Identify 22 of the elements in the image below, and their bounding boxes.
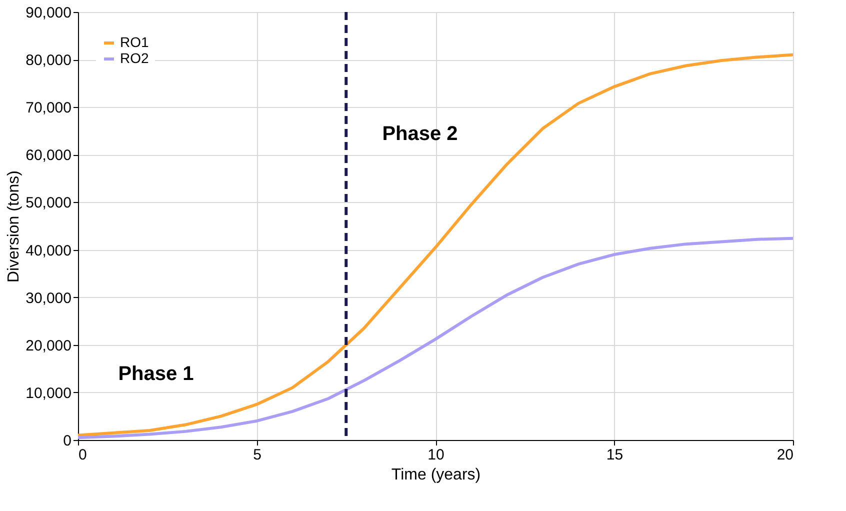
annotation: Phase 1: [118, 363, 194, 385]
y-tick-label: 10,000: [26, 384, 72, 402]
annotation: Phase 2: [382, 123, 458, 145]
x-tick-label: 5: [253, 446, 262, 464]
y-tick-label: 20,000: [26, 337, 72, 354]
y-tick-label: 90,000: [26, 4, 72, 22]
legend-label: RO2: [120, 50, 149, 66]
x-tick-label: 0: [78, 446, 87, 464]
line-series: [76, 53, 794, 437]
x-tick-label: 15: [606, 446, 624, 464]
y-tick-label: 80,000: [26, 52, 72, 70]
y-tick-label: 60,000: [26, 147, 72, 164]
y-tick-label: 0: [63, 432, 72, 450]
y-axis-title: Diversion (tons): [6, 170, 23, 283]
y-tick-label: 70,000: [26, 100, 72, 117]
y-tick-label: 50,000: [26, 194, 72, 212]
x-tick-label: 20: [776, 446, 794, 464]
x-axis-title: Time (years): [391, 466, 481, 484]
y-tick-label: 40,000: [26, 242, 72, 260]
y-tick-label: 30,000: [26, 290, 72, 307]
x-tick-label: 10: [428, 446, 444, 464]
legend-label: RO1: [120, 34, 149, 50]
